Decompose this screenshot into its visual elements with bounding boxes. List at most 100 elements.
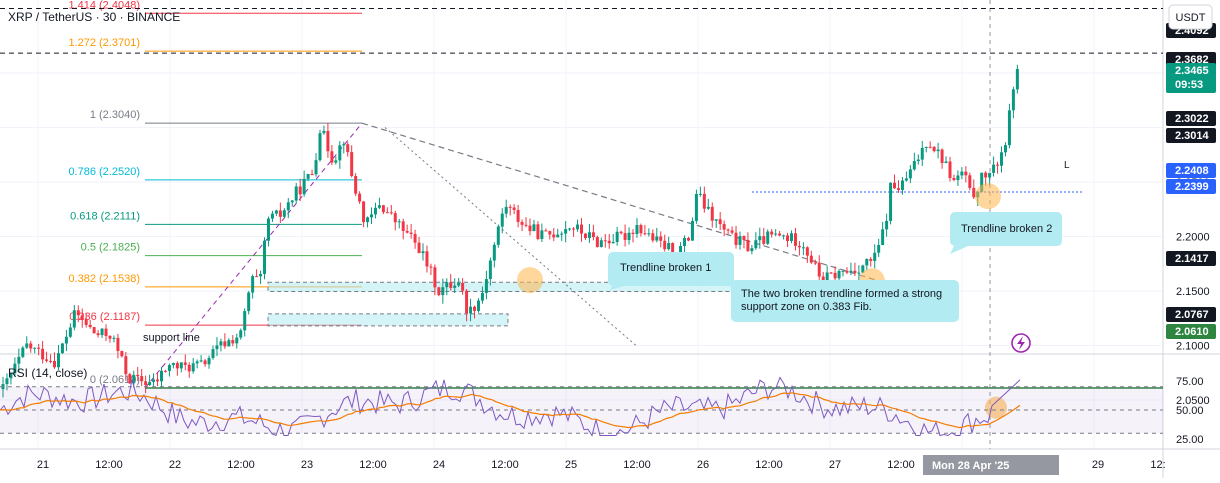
candle-body <box>219 341 223 346</box>
candle-body <box>948 161 952 179</box>
candle-body <box>496 226 500 245</box>
price-tag-label: 2.3022 <box>1175 113 1209 125</box>
x-tick-label: 27 <box>829 459 841 471</box>
candle-body <box>239 330 243 338</box>
candle-body <box>449 282 453 288</box>
x-tick-label: 22 <box>169 459 181 471</box>
candle-body <box>235 337 239 344</box>
fib-label-0.786: 0.786 (2.2520) <box>68 166 140 178</box>
candle-body <box>385 212 389 214</box>
candle-body <box>694 193 698 221</box>
candle-body <box>45 359 49 361</box>
candle-body <box>564 229 568 234</box>
candle-body <box>322 130 326 134</box>
candle-body <box>457 282 461 286</box>
candle-body <box>369 214 373 218</box>
candle-body <box>21 347 25 357</box>
candle-body <box>76 310 80 316</box>
candle-body <box>120 351 124 357</box>
candle-body <box>362 201 366 223</box>
currency-button[interactable]: USDT <box>1168 4 1213 30</box>
support-zone-note-line2: support zone on 0.383 Fib. <box>741 301 872 313</box>
candle-body <box>821 276 825 283</box>
candle-body <box>778 233 782 236</box>
fib-label-0.5: 0.5 (2.1825) <box>81 242 140 254</box>
support-line-label: support line <box>143 332 200 344</box>
candle-body <box>326 130 330 152</box>
candle-body <box>1011 89 1015 111</box>
trendline-1-callout[interactable]: Trendline broken 1 <box>608 252 734 290</box>
lightning-icon[interactable] <box>1011 333 1031 353</box>
candle-body <box>159 370 163 382</box>
candle-body <box>805 247 809 256</box>
candle-body <box>207 357 211 365</box>
candle-body <box>255 276 259 278</box>
candle-body <box>813 262 817 264</box>
price-tag <box>1166 324 1216 339</box>
price-tag-label: 2.0767 <box>1175 309 1209 321</box>
candle-body <box>366 217 370 223</box>
candle-body <box>163 370 167 372</box>
candle-body <box>718 219 722 225</box>
rsi-tick-label: 50.00 <box>1176 405 1204 417</box>
x-tick-label: 12:00 <box>95 459 123 471</box>
candle-body <box>512 207 516 210</box>
candle-body <box>580 224 584 234</box>
candle-body <box>516 209 520 222</box>
candle-body <box>116 337 120 352</box>
candle-body <box>508 206 512 208</box>
candle-body <box>992 164 996 173</box>
candle-body <box>560 233 564 235</box>
candle-body <box>734 232 738 245</box>
trendline-2-callout[interactable]: Trendline broken 2 <box>950 212 1062 254</box>
candle-body <box>266 218 270 241</box>
candle-body <box>698 193 702 195</box>
candle-body <box>433 267 437 288</box>
candle-body <box>282 210 286 217</box>
price-tag-label: 2.2399 <box>1175 181 1209 193</box>
fib-label-0.382: 0.382 (2.1538) <box>68 273 140 285</box>
price-tag <box>1166 163 1216 178</box>
candle-body <box>651 233 655 241</box>
candle-body <box>263 240 267 274</box>
support-zone-note[interactable]: The two broken trendline formed a strong… <box>731 280 959 322</box>
chart-title: XRP / TetherUS · 30 · BINANCE <box>8 10 180 24</box>
candle-body <box>461 282 465 291</box>
candle-body <box>659 236 663 241</box>
candle-body <box>869 258 873 261</box>
candle-body <box>683 237 687 247</box>
candle-body <box>29 343 33 349</box>
candle-body <box>354 176 358 194</box>
candle-body <box>881 229 885 245</box>
candle-body <box>583 233 587 239</box>
candle-body <box>191 363 195 372</box>
candle-body <box>350 152 354 177</box>
x-tick-label: 12:00 <box>359 459 387 471</box>
candle-body <box>243 311 247 331</box>
candle-body <box>972 187 976 198</box>
candle-body <box>140 376 144 382</box>
candle-body <box>873 252 877 261</box>
candle-body <box>9 373 13 379</box>
candle-body <box>861 265 865 273</box>
candle-body <box>393 213 397 223</box>
candle-body <box>809 255 813 263</box>
candle-body <box>148 381 152 386</box>
candle-body <box>572 228 576 230</box>
level-marker-label: L <box>1064 160 1070 171</box>
fib-diagonal <box>144 122 363 389</box>
candle-body <box>845 270 849 273</box>
rsi-value-tag <box>1166 372 1216 387</box>
candle-body <box>576 224 580 230</box>
candle-body <box>900 180 904 190</box>
x-tick-label: 29 <box>1092 459 1104 471</box>
candle-body <box>790 233 794 242</box>
candle-body <box>627 232 631 240</box>
candle-body <box>381 205 385 213</box>
candle-body <box>952 178 956 181</box>
candle-body <box>104 328 108 336</box>
candle-body <box>960 171 964 176</box>
price-tag <box>1166 251 1216 266</box>
